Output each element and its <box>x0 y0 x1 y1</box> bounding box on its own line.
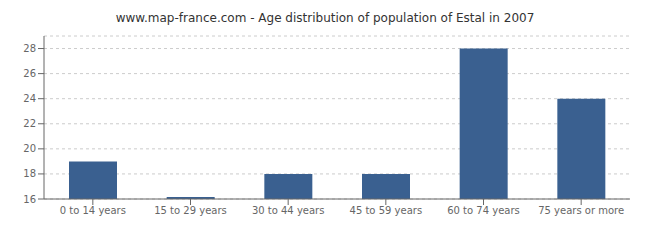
svg-text:45 to 59 years: 45 to 59 years <box>350 205 423 216</box>
svg-text:16: 16 <box>23 194 36 205</box>
svg-text:60 to 74 years: 60 to 74 years <box>447 205 520 216</box>
svg-text:20: 20 <box>23 143 36 154</box>
html-text:www.map-france.com - Age distr: www.map-france.com - Age distribution of… <box>115 11 535 25</box>
svg-text:0 to 14 years: 0 to 14 years <box>60 205 126 216</box>
svg-text:24: 24 <box>23 93 36 104</box>
svg-text:15 to 29 years: 15 to 29 years <box>154 205 227 216</box>
svg-text:22: 22 <box>23 118 36 129</box>
svg-text:28: 28 <box>23 43 36 54</box>
svg-text:30 to 44 years: 30 to 44 years <box>252 205 325 216</box>
svg-text:18: 18 <box>23 168 36 179</box>
svg-text:26: 26 <box>23 68 36 79</box>
svg-text:75 years or more: 75 years or more <box>538 205 624 216</box>
